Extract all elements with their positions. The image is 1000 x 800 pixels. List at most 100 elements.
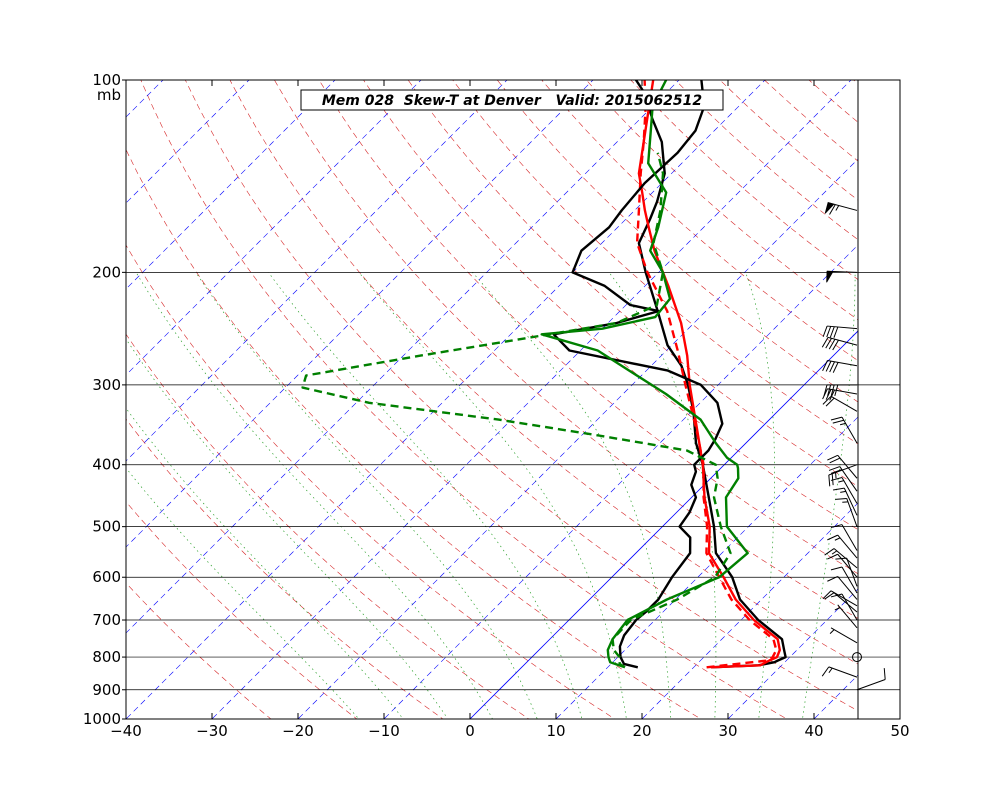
title-group: Mem 028 Skew-T at Denver Valid: 20150625… xyxy=(300,89,724,111)
chart-title: Mem 028 Skew-T at Denver Valid: 20150625… xyxy=(322,93,702,109)
barb-staff xyxy=(833,592,858,613)
barb-full xyxy=(821,666,830,677)
barb-half xyxy=(834,537,841,541)
barb-full xyxy=(822,590,832,600)
wind-barb xyxy=(824,548,858,569)
moist-adiabat xyxy=(195,272,538,719)
isotherm xyxy=(297,158,858,719)
y-tick-label: 400 xyxy=(92,456,121,474)
x-tick-label: 10 xyxy=(546,722,565,740)
moist-adiabat xyxy=(472,272,672,719)
barb-staff xyxy=(833,548,858,569)
barb-full xyxy=(824,548,835,556)
barb-flag xyxy=(826,270,834,283)
barb-staff xyxy=(837,604,858,629)
barb-half xyxy=(834,607,841,611)
barb-full xyxy=(828,466,840,471)
dry-adiabat xyxy=(126,333,530,719)
barb-full xyxy=(835,497,847,500)
barb-full xyxy=(824,592,835,600)
barb-staff xyxy=(837,454,858,479)
isotherm xyxy=(211,80,852,719)
barb-full xyxy=(822,325,828,337)
barb-full xyxy=(830,416,843,421)
dry-adiabat xyxy=(407,80,858,487)
barb-staff xyxy=(843,487,858,516)
wind-barb xyxy=(827,553,858,578)
barb-staff xyxy=(827,325,858,330)
plot-frame xyxy=(125,79,901,720)
dry-adiabat xyxy=(126,244,616,719)
isotherm xyxy=(126,80,336,290)
barb-full xyxy=(829,361,835,373)
wind-barb xyxy=(824,202,858,215)
moist-adiabat xyxy=(745,272,775,719)
barb-staff xyxy=(837,576,858,600)
barb-full xyxy=(830,593,843,598)
wind-barb xyxy=(826,270,858,283)
barb-full xyxy=(829,326,835,338)
barb-full xyxy=(830,566,843,571)
barb-full xyxy=(829,389,835,401)
x-tick-label: −40 xyxy=(110,722,142,740)
y-axis: 1000 900 800 700 600 500 400 300 200 100 xyxy=(83,71,126,728)
barb-full xyxy=(832,419,844,424)
wind-barb xyxy=(823,384,857,397)
wind-barb xyxy=(830,566,858,594)
barb-half xyxy=(829,629,835,635)
wind-barb xyxy=(834,604,858,629)
barb-full xyxy=(832,339,839,351)
barb-full xyxy=(829,204,836,215)
wind-barb xyxy=(830,416,858,444)
x-tick-label: −20 xyxy=(282,722,314,740)
barb-full xyxy=(830,384,835,397)
wind-barb xyxy=(827,576,858,600)
barb-half xyxy=(838,480,844,483)
moist-adiabat xyxy=(802,272,856,719)
barb-full xyxy=(827,534,838,541)
barb-staff xyxy=(839,466,858,492)
wind-barb xyxy=(822,590,858,607)
moist-adiabat xyxy=(358,272,627,719)
wind-barb xyxy=(822,360,858,373)
moist-adiabat xyxy=(135,272,493,719)
wind-barb xyxy=(835,497,858,527)
dry-adiabat xyxy=(274,80,858,619)
wind-barb xyxy=(821,336,858,351)
calm-wind-circle xyxy=(852,652,862,663)
barb-full xyxy=(821,337,829,348)
wind-barb xyxy=(829,627,858,644)
barb-staff xyxy=(846,557,858,587)
barb-staff xyxy=(830,590,858,607)
barb-half xyxy=(840,490,846,493)
barb-half xyxy=(828,667,833,674)
barb-full xyxy=(829,457,841,464)
moist-adiabat xyxy=(268,272,583,719)
barb-full xyxy=(828,474,831,487)
series-member-temperature xyxy=(634,80,787,669)
zero-isotherm xyxy=(469,330,858,719)
isotherm xyxy=(126,80,422,376)
barb-staff xyxy=(856,679,886,691)
barb-full xyxy=(831,473,834,486)
dry-adiabat xyxy=(496,80,858,403)
isotherm xyxy=(383,244,858,719)
x-axis: −40 −30 −20 −10 0 10 20 30 40 50 xyxy=(110,80,910,740)
x-tick-label: 40 xyxy=(804,722,823,740)
wind-barb xyxy=(856,668,886,691)
y-tick-label: 1000 xyxy=(83,710,121,728)
barb-full xyxy=(827,553,838,560)
y-tick-label: 500 xyxy=(92,518,121,536)
barb-half xyxy=(835,205,840,211)
isotherm xyxy=(126,80,680,634)
series-dewpoint xyxy=(540,80,749,669)
dry-adiabat xyxy=(140,80,788,719)
wind-barbs xyxy=(821,202,886,691)
wind-barb xyxy=(822,325,858,338)
dry-adiabat xyxy=(126,501,358,719)
y-tick-label: 200 xyxy=(92,263,121,281)
barb-staff xyxy=(827,336,858,346)
isotherm xyxy=(126,80,766,719)
barb-full xyxy=(825,389,832,400)
